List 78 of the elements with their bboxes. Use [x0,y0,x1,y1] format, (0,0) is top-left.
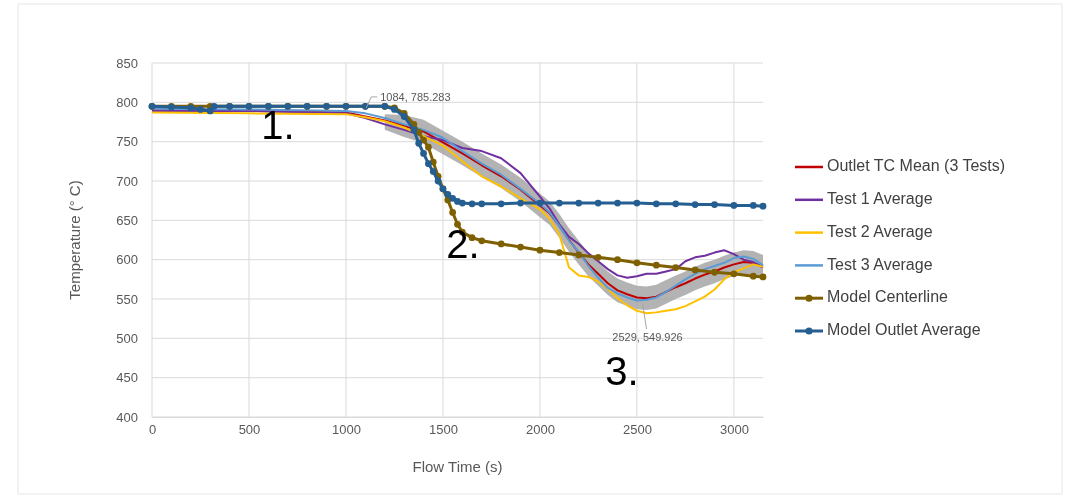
point [449,209,457,216]
point [594,199,602,207]
point [711,268,718,276]
point [536,199,544,207]
point [691,201,699,208]
point [614,199,621,207]
x-tick-label: 0 [148,422,157,438]
point [730,270,738,278]
point [672,264,680,271]
annotation: 2529, 549.926 [612,331,683,344]
x-tick-label: 1500 [428,422,458,438]
point [652,200,660,208]
point [633,259,641,267]
legend-label: Model Centerline [827,288,949,306]
point [497,200,505,208]
point [400,113,408,120]
x-axis-title: Flow Time (s) [412,458,503,475]
y-tick-label: 450 [116,370,138,386]
point [197,106,204,113]
point [759,202,767,210]
point [711,201,718,208]
point [672,200,680,208]
point [555,249,563,256]
y-tick-label: 750 [116,134,138,150]
legend-label: Test 3 Average [827,255,933,273]
point [478,200,486,208]
point [478,237,486,245]
y-tick-label: 400 [116,409,138,425]
y-tick-label: 800 [116,94,138,110]
y-tick-label: 600 [116,252,138,268]
point [614,256,621,264]
point [575,251,583,259]
point [449,194,457,202]
point [458,199,466,207]
point [434,177,442,185]
annotation: 1. [261,102,295,147]
point [536,246,544,254]
point [749,202,757,209]
point [454,220,461,228]
point [210,102,218,110]
x-tick-label: 2500 [622,422,652,438]
point [410,126,418,134]
point [425,160,432,168]
point [444,191,452,198]
point [497,240,505,248]
point [468,200,476,208]
legend-label: Test 1 Average [827,190,933,208]
x-tick-label: 1000 [332,422,361,438]
annotation: 2. [446,221,480,266]
point [555,199,563,207]
legend-label: Outlet TC Mean (3 Tests) [827,157,1006,175]
annotation: 3. [605,348,639,393]
point [652,261,660,269]
point [575,199,583,207]
point [517,199,524,207]
point [517,243,524,251]
point [749,272,757,280]
point [420,150,427,157]
point [633,199,641,207]
legend-label: Model Outlet Average [827,321,981,339]
point [429,168,437,175]
y-axis-title: Temperature (° C) [66,180,83,300]
annotation: 1084, 785.283 [380,90,451,103]
y-tick-label: 700 [116,173,138,189]
y-tick-label: 500 [116,330,138,346]
point [415,139,423,147]
y-tick-label: 650 [116,212,138,228]
x-tick-label: 2000 [525,422,555,438]
y-tick-label: 550 [116,291,138,307]
point [691,266,699,274]
x-tick-label: 3000 [719,422,749,438]
point [594,253,602,261]
x-tick-label: 500 [238,422,261,438]
point [759,273,767,281]
point [425,143,432,151]
point [730,202,738,209]
legend-label: Test 2 Average [827,222,933,240]
y-tick-label: 850 [116,55,138,71]
